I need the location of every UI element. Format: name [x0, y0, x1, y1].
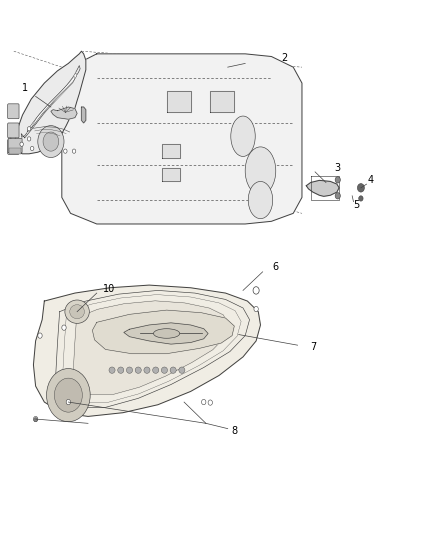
Circle shape: [357, 183, 364, 192]
Ellipse shape: [231, 116, 255, 157]
FancyBboxPatch shape: [8, 123, 19, 138]
Text: 3: 3: [334, 163, 340, 173]
Ellipse shape: [65, 300, 89, 324]
Circle shape: [201, 399, 206, 405]
FancyBboxPatch shape: [8, 140, 19, 155]
Ellipse shape: [144, 367, 150, 373]
Text: 8: 8: [231, 426, 237, 437]
Circle shape: [33, 416, 38, 422]
Circle shape: [64, 149, 67, 154]
Ellipse shape: [152, 367, 159, 373]
Ellipse shape: [153, 329, 180, 338]
Polygon shape: [306, 180, 339, 196]
Ellipse shape: [248, 181, 273, 219]
FancyBboxPatch shape: [10, 149, 21, 154]
Polygon shape: [33, 285, 261, 416]
Circle shape: [253, 287, 259, 294]
Polygon shape: [166, 91, 191, 112]
Circle shape: [30, 147, 34, 151]
Ellipse shape: [179, 367, 185, 373]
Text: 10: 10: [103, 284, 115, 294]
FancyBboxPatch shape: [8, 139, 22, 153]
Circle shape: [72, 149, 76, 154]
Ellipse shape: [245, 147, 276, 195]
Circle shape: [208, 400, 212, 405]
Circle shape: [34, 417, 37, 422]
Circle shape: [335, 176, 340, 183]
Polygon shape: [81, 107, 86, 123]
Circle shape: [27, 137, 31, 141]
Text: 2: 2: [281, 53, 288, 63]
FancyBboxPatch shape: [8, 104, 19, 119]
Circle shape: [38, 333, 42, 338]
Ellipse shape: [127, 367, 133, 373]
Circle shape: [335, 192, 340, 199]
Text: 6: 6: [273, 262, 279, 271]
Circle shape: [54, 378, 82, 412]
Polygon shape: [51, 107, 77, 119]
Ellipse shape: [161, 367, 167, 373]
Circle shape: [20, 142, 23, 147]
Polygon shape: [124, 323, 208, 344]
Ellipse shape: [70, 305, 85, 319]
Ellipse shape: [135, 367, 141, 373]
Circle shape: [27, 127, 31, 131]
Polygon shape: [73, 301, 229, 394]
Circle shape: [43, 132, 59, 151]
Text: 5: 5: [353, 200, 360, 211]
Circle shape: [359, 196, 363, 201]
Text: 1: 1: [21, 83, 28, 93]
Ellipse shape: [118, 367, 124, 373]
Polygon shape: [27, 72, 77, 133]
Polygon shape: [162, 168, 180, 181]
Polygon shape: [210, 91, 234, 112]
Circle shape: [62, 325, 66, 330]
Polygon shape: [62, 54, 302, 224]
Text: 4: 4: [368, 175, 374, 185]
Polygon shape: [11, 51, 86, 154]
Circle shape: [46, 368, 90, 422]
Ellipse shape: [170, 367, 176, 373]
Polygon shape: [92, 310, 234, 354]
Circle shape: [66, 399, 71, 405]
Circle shape: [38, 126, 64, 158]
Ellipse shape: [109, 367, 115, 373]
Polygon shape: [162, 144, 180, 158]
Circle shape: [254, 306, 258, 312]
Text: 7: 7: [310, 342, 316, 352]
